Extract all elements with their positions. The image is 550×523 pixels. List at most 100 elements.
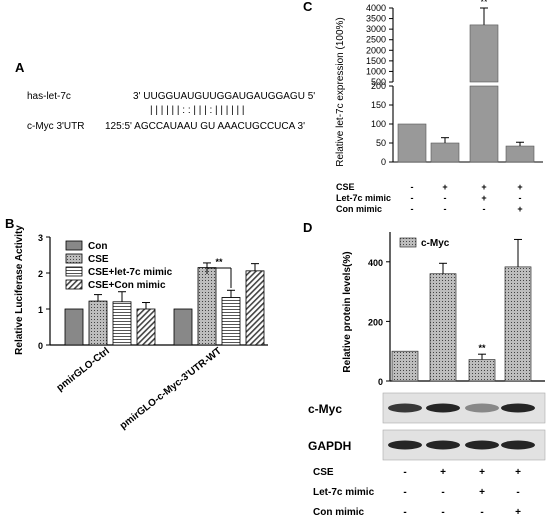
blot-band <box>501 440 535 450</box>
condition-mark: + <box>515 507 521 518</box>
blot-band <box>388 403 422 413</box>
y-tick-label: 1500 <box>366 56 386 66</box>
blot-band <box>426 440 460 450</box>
condition-mark: + <box>481 193 486 203</box>
condition-label-3: Con mimic <box>336 204 382 214</box>
condition-mark: + <box>479 487 485 498</box>
y-tick-label: 1000 <box>366 66 386 76</box>
bar-2-4 <box>245 270 265 346</box>
legend-label-4: CSE+Con mimic <box>88 280 166 291</box>
y-tick-label: 400 <box>368 258 383 268</box>
x-category-label: pmirGLO-Ctrl <box>55 346 112 394</box>
y-tick-label: 2000 <box>366 45 386 55</box>
condition-label-2: Let-7c mimic <box>336 193 391 203</box>
condition-mark: - <box>403 487 406 498</box>
y-tick-label: 100 <box>371 119 386 129</box>
y-tick-label: 3 <box>38 233 43 243</box>
bar-2-1 <box>173 308 193 346</box>
legend-swatch-1 <box>65 240 83 251</box>
panel-a: A has-let-7c 3' UUGGUAUGUUGGAUGAUGGAGU 5… <box>15 60 315 132</box>
panel-a-label: A <box>15 60 25 75</box>
mirna-sequence: 3' UUGGUAUGUUGGAUGAUGGAGU 5' <box>133 91 315 102</box>
condition-mark: - <box>516 487 519 498</box>
condition-mark: - <box>411 193 414 203</box>
panel-c: C Relative let-7c expression (100%) 0 50 10… <box>303 0 543 214</box>
condition-label-3: Con mimic <box>313 507 365 518</box>
legend-label: c-Myc <box>421 238 450 249</box>
condition-mark: + <box>479 467 485 478</box>
significance-marker: ** <box>478 343 486 353</box>
condition-mark: + <box>440 467 446 478</box>
y-axis-label: Relative let-7c expression (100%) <box>335 17 346 167</box>
bar-1-4 <box>136 308 156 346</box>
condition-mark: - <box>483 204 486 214</box>
panel-c-label: C <box>303 0 313 14</box>
condition-mark: - <box>411 204 414 214</box>
y-axis-label: Relative Luciferase Activity <box>14 225 25 355</box>
y-tick-label: 0 <box>381 157 386 167</box>
legend-swatch-3 <box>65 266 83 277</box>
bar-3-lower <box>469 85 499 163</box>
y-tick-label: 2500 <box>366 35 386 45</box>
blot-band <box>501 403 535 413</box>
significance-marker: ** <box>215 257 223 267</box>
bar-1 <box>391 350 419 382</box>
condition-mark: - <box>403 467 406 478</box>
bar-2-3 <box>221 297 241 346</box>
condition-mark: - <box>480 507 483 518</box>
bar-1-3 <box>112 301 132 346</box>
blot-band <box>426 403 460 413</box>
x-category-label: pmirGLO-c-Myc-3'UTR-WT <box>118 346 224 432</box>
legend-label-1: Con <box>88 241 107 252</box>
blot-band <box>465 403 499 413</box>
bar-1 <box>397 123 427 163</box>
y-tick-label: 1 <box>38 305 43 315</box>
y-tick-label: 150 <box>371 100 386 110</box>
bar-2-2 <box>197 267 217 346</box>
y-tick-label: 3000 <box>366 24 386 34</box>
target-name: c-Myc 3'UTR <box>27 121 84 132</box>
panel-b: B Relative Luciferase Activity 0 1 2 3 pmirGL… <box>5 216 268 432</box>
condition-mark: - <box>411 182 414 192</box>
legend-swatch-2 <box>65 253 83 264</box>
condition-label-1: CSE <box>313 467 334 478</box>
bar-3-upper <box>469 24 499 83</box>
y-tick-label: 50 <box>376 138 386 148</box>
bar-4 <box>505 145 535 163</box>
condition-mark: - <box>441 507 444 518</box>
condition-label-2: Let-7c mimic <box>313 487 375 498</box>
panel-b-label: B <box>5 216 14 231</box>
bar-2 <box>429 273 457 382</box>
pairing-marks: | | | | | | : : | | | : | | | | | | <box>150 105 245 116</box>
y-tick-label: 4000 <box>366 3 386 13</box>
y-tick-label: 500 <box>371 77 386 87</box>
bar-1-1 <box>64 308 84 346</box>
y-tick-label: 3500 <box>366 14 386 24</box>
blot-label-2: GAPDH <box>308 439 351 453</box>
bar-1-2 <box>88 300 108 346</box>
y-tick-label: 200 <box>371 81 386 91</box>
legend-swatch-4 <box>65 279 83 290</box>
condition-mark: + <box>515 467 521 478</box>
condition-mark: - <box>444 193 447 203</box>
mirna-name: has-let-7c <box>27 91 71 102</box>
legend-label-2: CSE <box>88 254 109 265</box>
panel-d: D Relative protein levels(%) 0 200 400 ** c-M… <box>303 220 546 518</box>
condition-label-1: CSE <box>336 182 355 192</box>
y-axis-label: Relative protein levels(%) <box>342 251 353 372</box>
legend-label-3: CSE+let-7c mimic <box>88 267 173 278</box>
condition-mark: + <box>481 182 486 192</box>
bar-4 <box>504 266 532 382</box>
condition-mark: + <box>517 204 522 214</box>
significance-marker: ** <box>480 0 488 7</box>
blot-label-1: c-Myc <box>308 402 342 416</box>
bar-2 <box>430 142 460 163</box>
condition-mark: + <box>442 182 447 192</box>
bar-3 <box>468 359 496 382</box>
condition-mark: - <box>444 204 447 214</box>
condition-mark: - <box>403 507 406 518</box>
condition-mark: + <box>517 182 522 192</box>
blot-band <box>388 440 422 450</box>
condition-mark: - <box>519 193 522 203</box>
